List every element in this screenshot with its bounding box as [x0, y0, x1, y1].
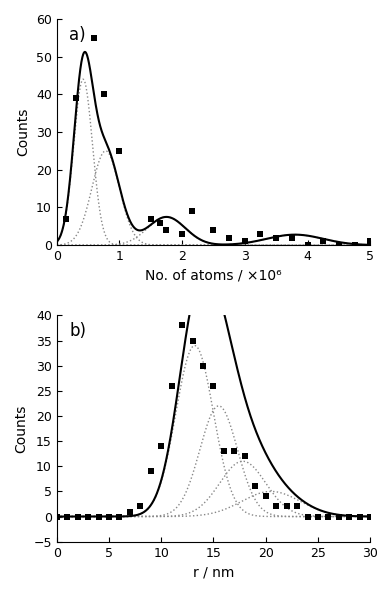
Point: [221, 447, 227, 456]
Point: [304, 512, 310, 521]
Point: [74, 512, 81, 521]
Point: [148, 467, 154, 476]
Point: [116, 146, 123, 155]
Y-axis label: Counts: Counts: [16, 108, 31, 156]
X-axis label: r / nm: r / nm: [193, 565, 234, 579]
Point: [226, 233, 232, 243]
Point: [211, 225, 217, 235]
Point: [91, 33, 98, 43]
Point: [283, 502, 290, 511]
Point: [106, 512, 112, 521]
Point: [200, 361, 206, 371]
Point: [158, 441, 164, 451]
Point: [273, 233, 279, 243]
Point: [231, 447, 238, 456]
Point: [304, 240, 310, 250]
Point: [73, 93, 79, 103]
Point: [263, 492, 269, 501]
Point: [64, 512, 71, 521]
Point: [163, 225, 170, 235]
Point: [367, 237, 373, 246]
Point: [273, 502, 279, 511]
Point: [127, 507, 133, 517]
Point: [189, 336, 196, 345]
Text: a): a): [69, 25, 86, 44]
Point: [63, 214, 69, 224]
Point: [179, 229, 185, 238]
Point: [315, 512, 321, 521]
Point: [367, 512, 373, 521]
Point: [336, 512, 342, 521]
Point: [325, 512, 332, 521]
Point: [242, 237, 248, 246]
Point: [54, 512, 60, 521]
Point: [294, 502, 300, 511]
Y-axis label: Counts: Counts: [14, 404, 28, 452]
Point: [336, 240, 342, 250]
Point: [101, 90, 107, 99]
Point: [320, 237, 326, 246]
Point: [346, 512, 352, 521]
Point: [85, 512, 91, 521]
Point: [242, 451, 248, 461]
X-axis label: No. of atoms / ×10⁶: No. of atoms / ×10⁶: [145, 269, 282, 283]
Point: [252, 482, 258, 491]
Text: b): b): [69, 322, 86, 340]
Point: [148, 214, 154, 224]
Point: [258, 229, 264, 238]
Point: [157, 218, 163, 227]
Point: [351, 240, 358, 250]
Point: [211, 381, 217, 391]
Point: [357, 512, 363, 521]
Point: [137, 502, 143, 511]
Point: [189, 206, 195, 216]
Point: [169, 381, 175, 391]
Point: [116, 512, 123, 521]
Point: [95, 512, 102, 521]
Point: [179, 321, 185, 330]
Point: [289, 233, 295, 243]
